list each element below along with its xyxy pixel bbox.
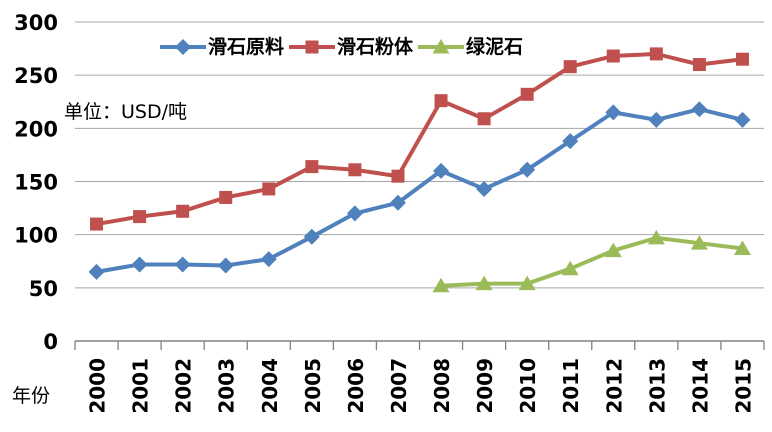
y-tick-label: 200 [14, 117, 58, 141]
legend-marker [432, 39, 450, 54]
legend-item-1: 滑石粉体 [289, 36, 413, 58]
x-tick-label: 2013 [645, 358, 669, 414]
chart-legend: 滑石原料 滑石粉体 绿泥石 [160, 36, 523, 58]
data-point-marker-2 [647, 229, 665, 245]
data-point-marker-1 [649, 47, 663, 61]
data-point-marker-0 [389, 194, 406, 211]
y-tick-label: 300 [14, 11, 58, 35]
data-point-marker-0 [691, 101, 708, 118]
legend-label: 滑石粉体 [337, 36, 414, 58]
series-line-2 [439, 235, 745, 288]
data-point-marker-0 [88, 263, 105, 280]
data-point-marker-0 [519, 161, 536, 178]
unit-label: 单位：USD/吨 [64, 101, 187, 123]
data-point-marker-1 [692, 58, 706, 72]
y-tick-label: 250 [14, 64, 58, 88]
y-tick-label: 50 [29, 277, 58, 301]
data-point-marker-1 [563, 60, 577, 74]
data-point-marker-0 [217, 257, 234, 274]
data-point-marker-1 [520, 87, 534, 101]
legend-diamond-icon [160, 39, 206, 55]
data-point-marker-1 [348, 163, 362, 177]
x-axis-title: 年份 [12, 385, 51, 407]
legend-item-0: 滑石原料 [160, 36, 284, 58]
data-point-marker-0 [605, 104, 622, 121]
data-point-marker-0 [174, 256, 191, 273]
legend-label: 滑石原料 [208, 36, 285, 58]
legend-marker [305, 40, 319, 54]
data-point-marker-2 [561, 260, 579, 276]
data-point-marker-1 [176, 204, 190, 218]
x-tick-label: 2009 [473, 358, 497, 414]
x-tick-label: 2015 [731, 358, 755, 414]
y-tick-label: 100 [14, 224, 58, 248]
x-tick-label: 2002 [172, 358, 196, 414]
data-point-marker-1 [133, 210, 147, 224]
x-tick-label: 2014 [688, 358, 712, 414]
data-point-marker-0 [433, 162, 450, 179]
y-tick-label: 150 [14, 171, 58, 195]
data-point-marker-1 [90, 217, 104, 231]
data-point-marker-2 [604, 242, 622, 258]
legend-triangle-icon [418, 39, 465, 54]
data-point-marker-1 [606, 49, 620, 63]
data-point-marker-0 [260, 251, 277, 268]
y-tick-label: 0 [43, 330, 58, 354]
data-point-marker-0 [562, 133, 579, 150]
data-point-marker-1 [477, 112, 491, 126]
data-point-marker-0 [131, 256, 148, 273]
data-point-marker-2 [733, 240, 751, 255]
x-tick-label: 2010 [516, 358, 540, 414]
x-tick-label: 2000 [86, 358, 110, 414]
data-point-marker-1 [305, 160, 319, 174]
legend-item-2: 绿泥石 [418, 36, 523, 58]
data-point-marker-2 [518, 275, 536, 291]
legend-square-icon [289, 40, 336, 54]
data-point-marker-1 [735, 52, 749, 66]
data-point-marker-0 [476, 180, 493, 197]
series-line-1 [94, 51, 745, 227]
data-point-marker-1 [391, 169, 405, 183]
x-tick-label: 2005 [301, 358, 325, 414]
data-point-marker-1 [219, 190, 233, 204]
x-tick-label: 2006 [344, 358, 368, 414]
series-line-0 [94, 107, 745, 274]
data-point-marker-2 [475, 275, 493, 291]
data-point-marker-0 [648, 111, 665, 128]
data-point-marker-2 [432, 277, 450, 293]
data-point-marker-0 [346, 205, 363, 222]
x-tick-label: 2004 [258, 358, 282, 414]
x-tick-label: 2003 [215, 358, 239, 414]
legend-label: 绿泥石 [466, 36, 524, 58]
data-point-marker-0 [734, 111, 751, 128]
x-tick-label: 2012 [602, 358, 626, 414]
x-tick-label: 2008 [430, 358, 454, 414]
x-tick-label: 2007 [387, 358, 411, 414]
data-point-marker-1 [434, 94, 448, 108]
data-point-marker-0 [303, 228, 320, 245]
legend-marker [175, 39, 191, 55]
x-tick-label: 2011 [559, 358, 583, 414]
data-point-marker-1 [262, 182, 276, 196]
data-point-marker-2 [690, 235, 708, 250]
x-tick-label: 2001 [129, 358, 153, 414]
